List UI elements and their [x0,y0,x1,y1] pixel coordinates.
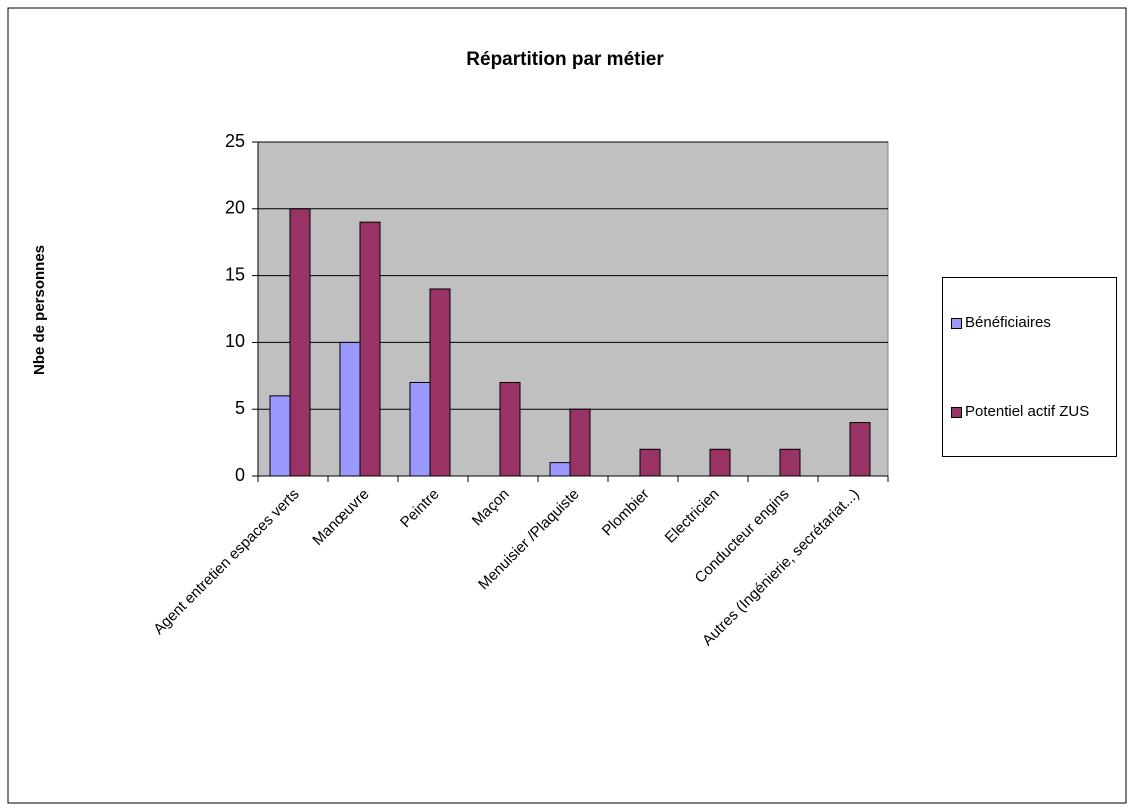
bar [569,408,591,477]
legend-label: Bénéficiaires [965,313,1051,331]
legend-entry: Bénéficiaires [951,313,1108,333]
chart-title: Répartition par métier [466,49,664,70]
y-tick-label: 25 [225,131,245,151]
legend-swatch [951,406,962,418]
bar [549,462,571,477]
bar [339,341,361,477]
bar [359,221,381,477]
legend-swatch [951,317,962,329]
y-tick-label: 10 [225,331,245,351]
bar [269,395,291,477]
y-tick-label: 20 [225,198,245,218]
legend: Bénéficiaires Potentiel actif ZUS [942,277,1117,457]
y-tick-label: 0 [235,465,245,485]
bar [639,448,661,477]
bar [849,422,871,477]
bar [499,381,521,477]
legend-entry: Potentiel actif ZUS [951,402,1108,422]
bar [429,288,451,477]
bar [409,381,431,477]
bar [779,448,801,477]
legend-label: Potentiel actif ZUS [965,402,1090,420]
y-tick-label: 15 [225,264,245,284]
y-tick-label: 5 [235,398,245,418]
bar [709,448,731,477]
bar [289,208,311,477]
y-axis-label: Nbe de personnes [31,245,48,375]
